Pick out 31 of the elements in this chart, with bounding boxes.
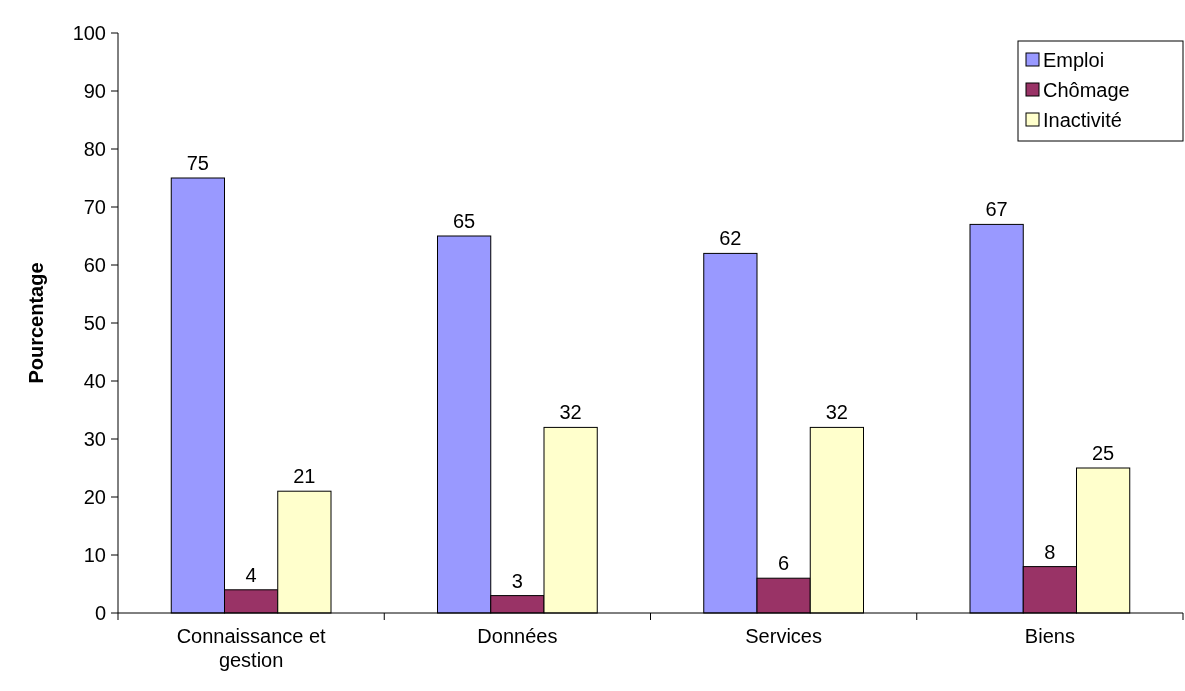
data-label: 25 xyxy=(1092,442,1115,464)
legend-label: Emploi xyxy=(1043,49,1105,71)
y-tick-label: 50 xyxy=(83,312,106,334)
y-tick-label: 60 xyxy=(83,254,106,276)
data-label: 4 xyxy=(245,563,257,586)
y-tick-label: 100 xyxy=(72,22,106,44)
y-axis-title: Pourcentage xyxy=(25,262,47,384)
data-label: 62 xyxy=(719,227,742,250)
x-tick-label: Connaissance et gestion xyxy=(176,625,327,671)
x-tick-label: Services xyxy=(745,625,822,647)
y-tick-label: 30 xyxy=(83,428,106,450)
data-label: 67 xyxy=(985,198,1008,221)
y-tick-label: 90 xyxy=(83,80,106,102)
y-tick-label: 40 xyxy=(83,370,106,392)
y-tick-label: 80 xyxy=(83,138,106,160)
data-label: 65 xyxy=(453,210,476,232)
data-label: 6 xyxy=(778,552,790,575)
legend-label: Inactivité xyxy=(1043,109,1122,131)
x-tick-label: Données xyxy=(477,625,558,647)
y-tick-label: 0 xyxy=(94,602,106,624)
data-label: 32 xyxy=(559,401,582,424)
y-tick-label: 20 xyxy=(83,486,106,508)
data-label: 8 xyxy=(1044,540,1056,563)
data-label: 21 xyxy=(293,465,316,488)
data-label: 32 xyxy=(825,401,848,424)
data-label: 3 xyxy=(511,569,523,592)
legend-label: Chômage xyxy=(1043,79,1130,101)
y-tick-label: 10 xyxy=(83,544,106,566)
y-tick-label: 70 xyxy=(83,196,106,218)
x-tick-label: Biens xyxy=(1024,625,1075,647)
data-label: 75 xyxy=(186,152,209,174)
